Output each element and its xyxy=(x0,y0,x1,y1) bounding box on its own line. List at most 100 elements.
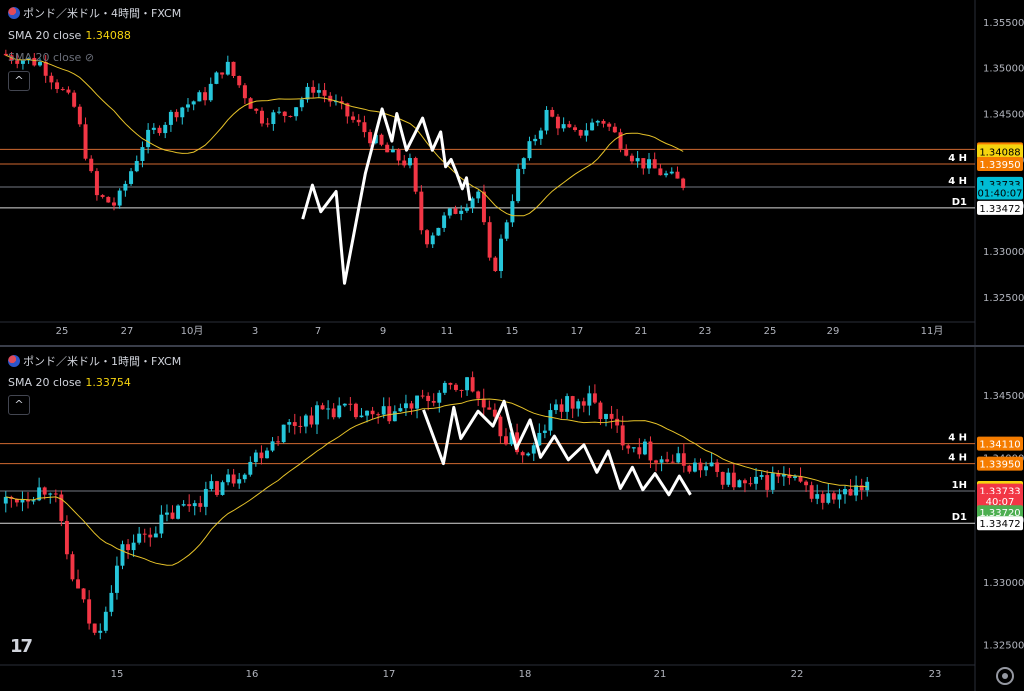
candle-body xyxy=(561,124,566,129)
candle-body xyxy=(265,123,270,125)
candle-body xyxy=(499,238,504,272)
y-tick-label: 1.33000 xyxy=(983,247,1024,258)
candle-body xyxy=(531,445,536,454)
sma-legend-1h[interactable]: SMA 20 close 1.33754 xyxy=(8,376,131,389)
x-tick-label: 15 xyxy=(506,326,519,337)
candle-body xyxy=(277,111,282,113)
sma-legend-hidden-4h[interactable]: SMA 20 close ⊘ xyxy=(8,51,94,64)
candle-body xyxy=(464,207,469,211)
candle-body xyxy=(148,534,153,538)
x-tick-label: 29 xyxy=(827,326,840,337)
y-tick-label: 1.34500 xyxy=(983,110,1024,121)
candle-body xyxy=(624,148,629,156)
candle-body xyxy=(271,112,276,124)
candle-body xyxy=(225,61,230,75)
candle-body xyxy=(237,75,242,86)
x-tick-label: 11月 xyxy=(921,325,944,337)
candle-body xyxy=(126,544,130,551)
price-label-box xyxy=(977,505,1023,520)
candle-body xyxy=(447,208,452,216)
candle-body xyxy=(515,432,520,453)
candle-body xyxy=(837,494,842,500)
candle-body xyxy=(214,72,219,84)
candle-body xyxy=(409,403,414,409)
candle-body xyxy=(587,393,592,406)
candle-body xyxy=(567,124,572,128)
candle-body xyxy=(573,127,578,131)
candle-body xyxy=(208,83,213,101)
sma-line xyxy=(5,54,684,217)
x-tick-label: 10月 xyxy=(181,325,204,337)
panel-divider[interactable] xyxy=(0,345,1024,347)
candle-body xyxy=(303,415,308,427)
settings-gear-icon[interactable] xyxy=(996,667,1014,685)
candle-body xyxy=(26,499,30,502)
candle-body xyxy=(476,391,481,399)
candle-body xyxy=(379,134,384,145)
candle-body xyxy=(43,61,48,76)
candle-body xyxy=(555,116,560,129)
candle-body xyxy=(248,461,253,475)
collapse-legend-button[interactable]: ^ xyxy=(8,395,30,415)
candle-body xyxy=(368,132,373,144)
candle-body xyxy=(826,493,831,503)
symbol-title: ポンド／米ドル・1時間・FXCM xyxy=(23,355,182,368)
candle-body xyxy=(454,384,458,390)
candle-body xyxy=(365,410,369,416)
candle-body xyxy=(81,588,86,600)
candle-body xyxy=(470,198,475,208)
sma-value: 1.34088 xyxy=(85,29,131,42)
price-label-box xyxy=(977,456,1023,471)
candle-body xyxy=(242,85,247,99)
x-tick-label: 7 xyxy=(315,326,321,337)
candle-body xyxy=(487,222,492,258)
candle-body xyxy=(516,168,521,202)
candle-body xyxy=(687,465,692,472)
sma-label: SMA 20 close xyxy=(8,29,82,42)
chart-canvas-4h[interactable]: 1.355001.350001.345001.340001.335001.330… xyxy=(0,0,1024,345)
candle-body xyxy=(187,504,192,507)
chart-panel-4h[interactable]: 1.355001.350001.345001.340001.335001.330… xyxy=(0,0,1024,345)
candle-body xyxy=(337,405,342,418)
chart-canvas-1h[interactable]: 1.345001.340001.335001.330001.3250015161… xyxy=(0,347,1024,691)
candle-body xyxy=(601,120,606,124)
candle-body xyxy=(254,108,259,111)
candle-body xyxy=(754,476,759,484)
candle-body xyxy=(641,158,646,169)
candle-body xyxy=(351,116,356,120)
candle-body xyxy=(120,544,125,566)
candle-body xyxy=(743,480,747,484)
candle-body xyxy=(282,111,287,116)
candle-body xyxy=(631,447,636,449)
collapse-legend-button[interactable]: ^ xyxy=(8,71,30,91)
candle-body xyxy=(420,395,425,397)
candle-body xyxy=(770,473,775,490)
candle-body xyxy=(60,89,65,91)
candle-body xyxy=(615,418,620,426)
candle-body xyxy=(481,398,486,408)
tradingview-logo-icon[interactable]: 17 xyxy=(10,636,33,657)
candle-body xyxy=(316,90,321,93)
x-tick-label: 18 xyxy=(519,669,532,680)
candle-body xyxy=(652,159,657,169)
candle-body xyxy=(309,415,314,425)
candle-body xyxy=(419,191,424,231)
candle-body xyxy=(492,409,497,417)
candle-body xyxy=(635,158,640,162)
candle-body xyxy=(676,453,681,463)
candle-body xyxy=(647,159,651,169)
sma-legend-4h[interactable]: SMA 20 close 1.34088 xyxy=(8,29,131,42)
x-tick-label: 3 xyxy=(252,326,258,337)
level-tag: 4 H xyxy=(948,176,967,187)
price-label: 1.33733 xyxy=(979,487,1020,498)
candle-body xyxy=(20,60,25,64)
eye-off-icon[interactable]: ⊘ xyxy=(84,51,95,64)
candle-body xyxy=(215,481,219,495)
candle-body xyxy=(804,481,809,486)
candle-body xyxy=(669,171,674,174)
chart-panel-1h[interactable]: 1.345001.340001.335001.330001.3250015161… xyxy=(0,347,1024,691)
candle-body xyxy=(163,124,168,134)
price-label-box xyxy=(977,494,1023,509)
candle-body xyxy=(538,130,543,139)
candle-body xyxy=(198,503,203,507)
